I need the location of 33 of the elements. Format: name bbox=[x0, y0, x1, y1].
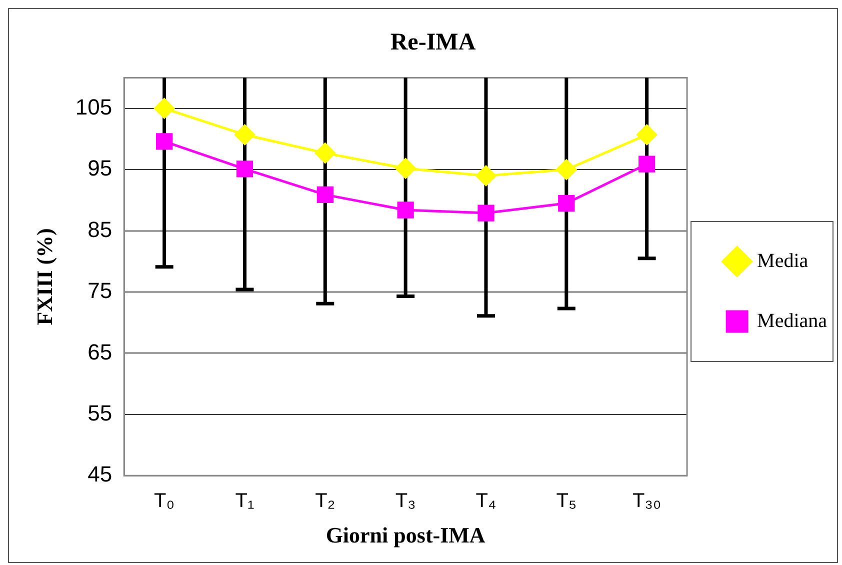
point bbox=[234, 124, 255, 145]
point bbox=[395, 158, 416, 179]
x-axis-title: Giorni post-IMA bbox=[326, 522, 486, 548]
legend-label: Mediana bbox=[757, 310, 828, 332]
x-tick-label: T₄ bbox=[476, 490, 496, 512]
x-tick-label: T₁ bbox=[235, 490, 254, 512]
point bbox=[397, 202, 414, 218]
y-tick-label: 45 bbox=[88, 462, 112, 487]
point bbox=[558, 194, 575, 212]
point bbox=[314, 142, 336, 164]
y-tick-label: 95 bbox=[88, 156, 112, 181]
point bbox=[638, 156, 656, 172]
point bbox=[476, 165, 496, 186]
point bbox=[636, 124, 658, 145]
legend-label: Media bbox=[757, 250, 808, 272]
x-tick-label: T₀ bbox=[154, 490, 175, 512]
y-tick-label: 65 bbox=[88, 339, 112, 364]
y-tick-label: 55 bbox=[88, 400, 112, 426]
x-tick-label: T₃₀ bbox=[632, 490, 662, 512]
y-tick-label: 85 bbox=[88, 216, 112, 242]
point bbox=[236, 160, 254, 178]
point bbox=[556, 159, 577, 180]
x-tick-label: T₃ bbox=[395, 490, 416, 512]
x-tick-label: T₅ bbox=[556, 490, 577, 512]
x-tick-label: T₂ bbox=[315, 490, 336, 512]
y-tick-label: 105 bbox=[75, 94, 112, 120]
point bbox=[316, 186, 334, 204]
y-tick-label: 75 bbox=[88, 278, 112, 304]
point bbox=[154, 98, 175, 119]
chart-title: Re-IMA bbox=[390, 30, 476, 56]
point bbox=[156, 133, 173, 150]
point bbox=[478, 204, 494, 222]
y-axis-title: FXIII (%) bbox=[32, 228, 57, 326]
